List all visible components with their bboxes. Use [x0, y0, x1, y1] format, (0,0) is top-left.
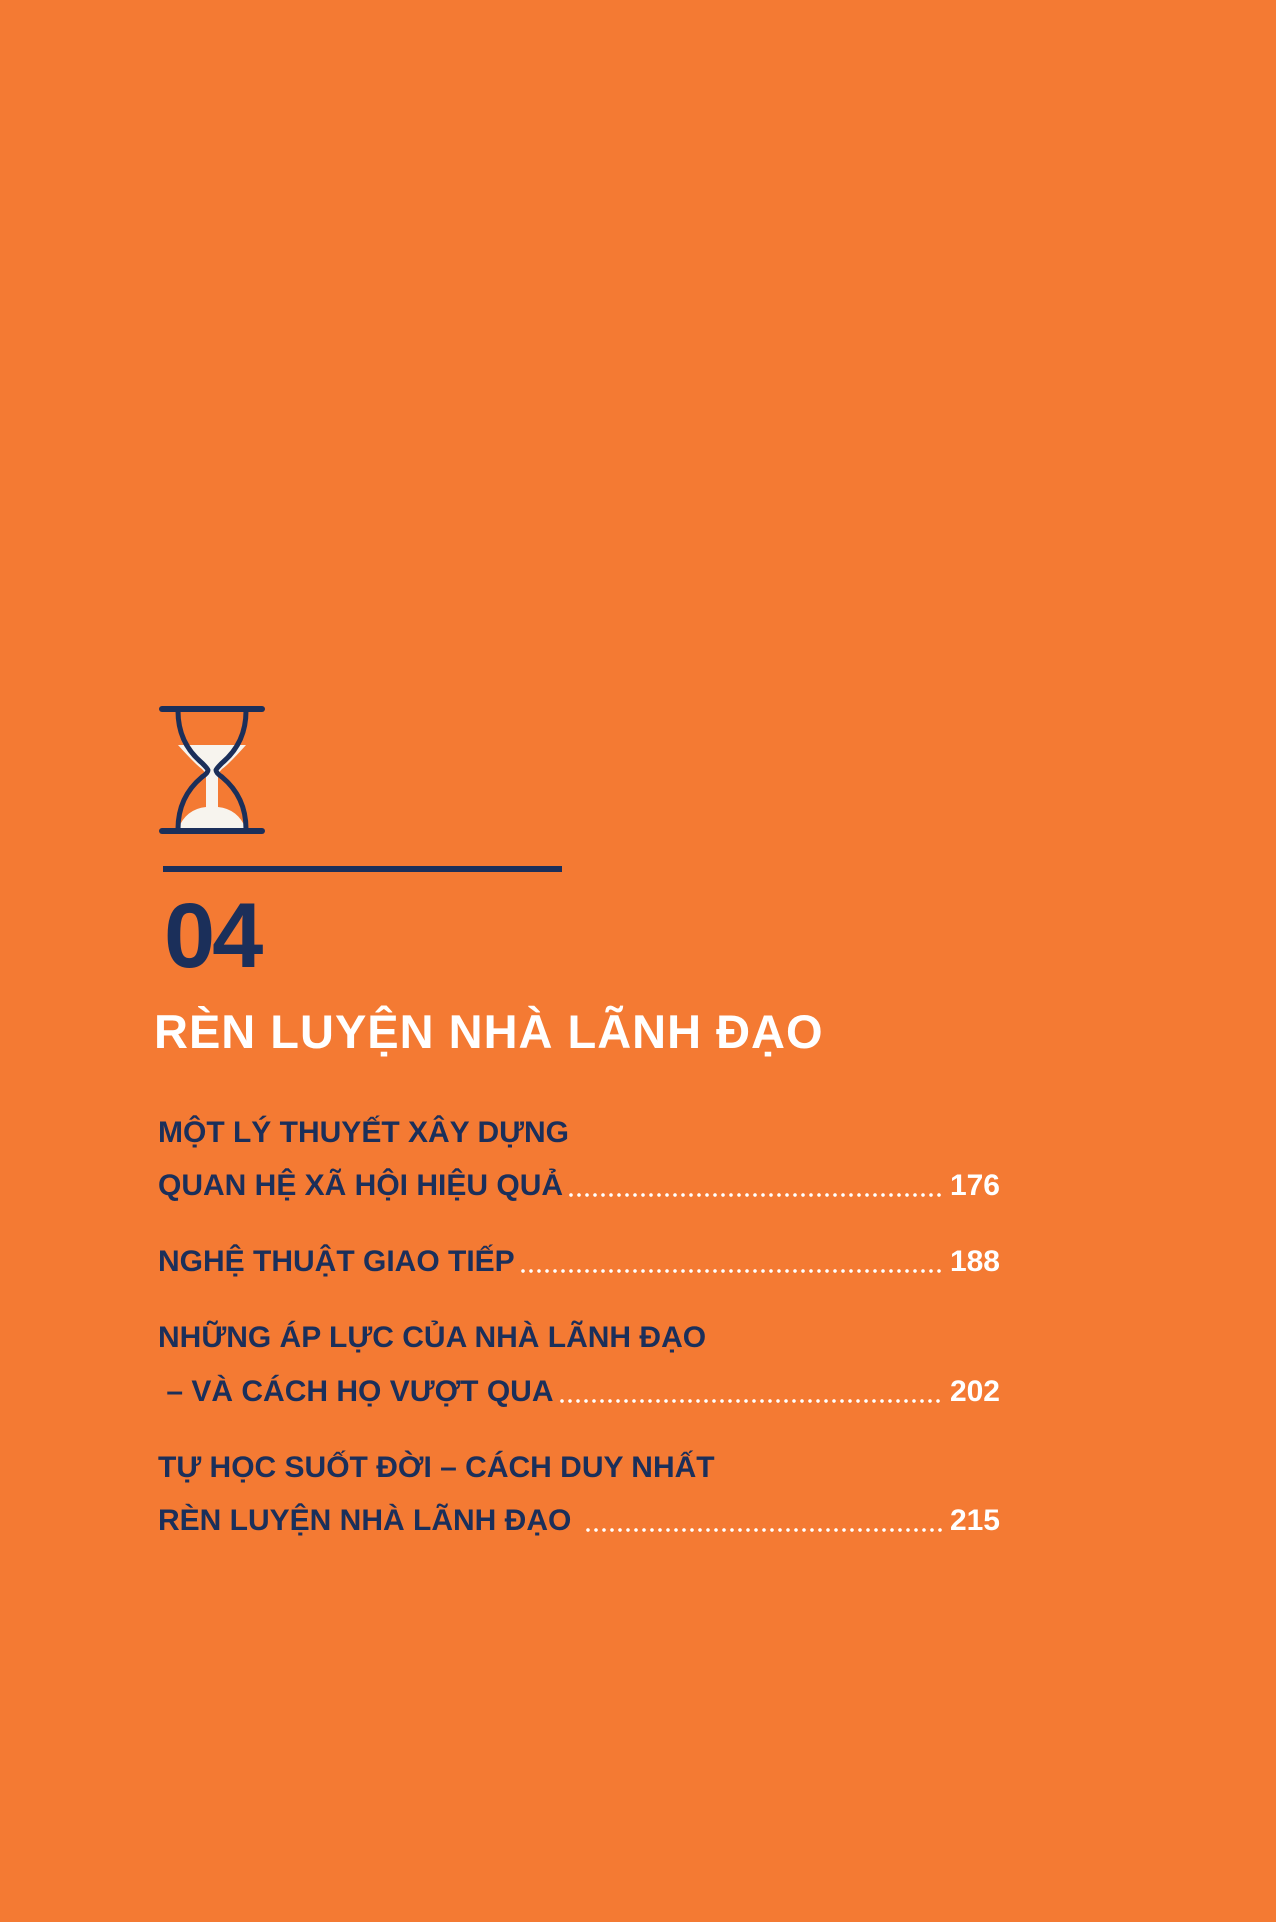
toc-entry-3-line-1[interactable]: NHỮNG ÁP LỰC CỦA NHÀ LÃNH ĐẠO [158, 1323, 1000, 1353]
toc-entry-text: QUAN HỆ XÃ HỘI HIỆU QUẢ [158, 1169, 564, 1202]
toc-entry-text: TỰ HỌC SUỐT ĐỜI – CÁCH DUY NHẤT [158, 1451, 715, 1484]
toc-entry-text: – VÀ CÁCH HỌ VƯỢT QUA [158, 1375, 554, 1408]
toc-page-number: 188 [949, 1245, 1000, 1278]
toc-entry-1-line-2[interactable]: QUAN HỆ XÃ HỘI HIỆU QUẢ 176 [158, 1171, 1000, 1201]
toc-entry-3-line-2[interactable]: – VÀ CÁCH HỌ VƯỢT QUA 202 [158, 1377, 1000, 1407]
toc-page-number: 202 [949, 1375, 1000, 1408]
hourglass-icon [159, 706, 265, 834]
divider-rule [163, 866, 562, 872]
toc-entry-4-line-1[interactable]: TỰ HỌC SUỐT ĐỜI – CÁCH DUY NHẤT [158, 1453, 1000, 1483]
toc-entry-4-line-2[interactable]: RÈN LUYỆN NHÀ LÃNH ĐẠO 215 [158, 1506, 1000, 1536]
toc-entry-text: NGHỆ THUẬT GIAO TIẾP [158, 1245, 515, 1278]
toc-entry-2[interactable]: NGHỆ THUẬT GIAO TIẾP 188 [158, 1247, 1000, 1277]
toc-entry-1-line-1[interactable]: MỘT LÝ THUYẾT XÂY DỰNG [158, 1118, 1000, 1148]
toc-entry-text: MỘT LÝ THUYẾT XÂY DỰNG [158, 1116, 570, 1149]
toc-page-number: 176 [949, 1169, 1000, 1202]
chapter-number: 04 [164, 885, 263, 987]
toc-entry-text: RÈN LUYỆN NHÀ LÃNH ĐẠO [158, 1504, 580, 1537]
dot-leader [557, 1398, 944, 1404]
dot-leader [567, 1192, 944, 1198]
dot-leader [518, 1268, 944, 1274]
chapter-title: RÈN LUYỆN NHÀ LÃNH ĐẠO [154, 1005, 824, 1058]
toc-entry-text: NHỮNG ÁP LỰC CỦA NHÀ LÃNH ĐẠO [158, 1321, 707, 1354]
dot-leader [583, 1527, 944, 1533]
toc-page-number: 215 [949, 1504, 1000, 1537]
